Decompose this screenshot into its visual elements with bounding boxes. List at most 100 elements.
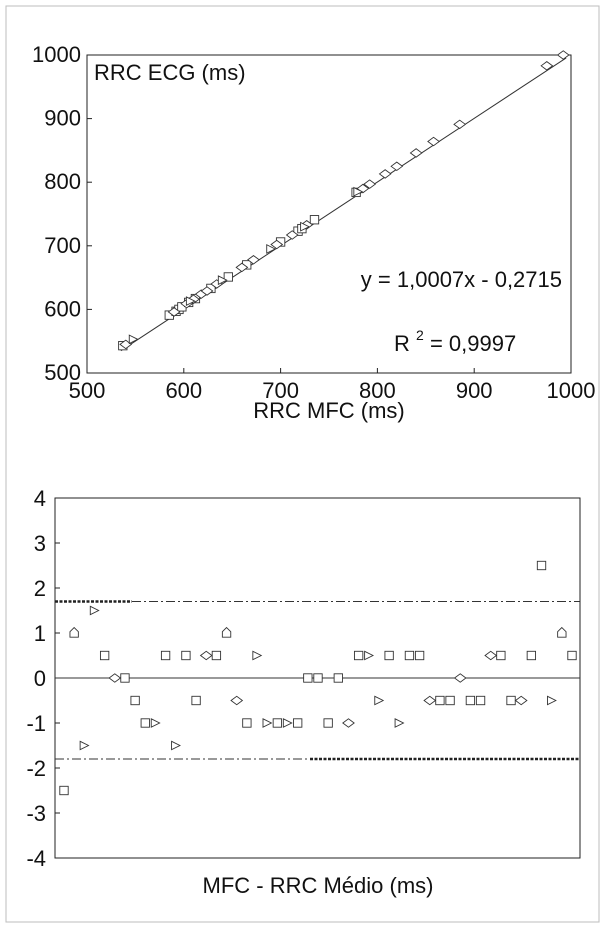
- bland-altman-point: [130, 695, 140, 706]
- correlation-point: [300, 221, 311, 232]
- bland-altman-point: [59, 785, 69, 796]
- correlation-point: [128, 334, 139, 345]
- y-tick-label: 900: [44, 106, 81, 131]
- bland-altman-point: [150, 718, 161, 728]
- correlation-y-axis-label: RRC ECG (ms): [94, 60, 246, 85]
- bland-altman-point: [333, 673, 343, 683]
- correlation-point: [247, 255, 260, 265]
- bland-altman-point: [230, 695, 244, 706]
- bland-altman-point: [191, 695, 201, 706]
- bland-altman-point: [323, 718, 333, 728]
- x-tick-label: 500: [69, 378, 106, 403]
- bland-altman-point: [221, 626, 232, 638]
- r-squared-value: = 0,9997: [430, 331, 516, 356]
- correlation-point: [167, 307, 181, 317]
- bland-altman-point: [69, 626, 79, 638]
- correlation-point: [223, 272, 233, 282]
- bland-altman-point: [252, 650, 263, 661]
- bland-altman-point: [293, 718, 303, 728]
- bland-altman-point: [394, 718, 405, 728]
- correlation-point: [540, 61, 554, 71]
- bland-altman-point: [140, 718, 150, 728]
- y-tick-label: 700: [44, 233, 81, 258]
- correlation-point: [363, 179, 377, 189]
- bland-altman-point: [506, 695, 516, 706]
- y-tick-label: 3: [34, 531, 46, 556]
- bland-altman-point: [484, 650, 498, 661]
- correlation-point: [185, 296, 196, 307]
- y-tick-label: 1000: [32, 42, 81, 67]
- bland-altman-point: [303, 673, 313, 683]
- bland-altman-points: [59, 560, 577, 796]
- y-tick-label: -3: [26, 801, 46, 826]
- correlation-x-axis-label: RRC MFC (ms): [253, 398, 405, 423]
- correlation-point: [119, 339, 133, 350]
- y-tick-label: 0: [34, 666, 46, 691]
- bland-altman-point: [199, 650, 213, 661]
- correlation-point: [427, 136, 440, 147]
- correlation-point: [409, 148, 423, 158]
- bland-altman-point: [414, 650, 425, 661]
- y-tick-label: -1: [26, 711, 46, 736]
- correlation-point: [200, 286, 214, 296]
- bland-altman-point: [445, 695, 455, 706]
- bland-altman-point: [353, 650, 364, 661]
- bland-altman-point: [453, 673, 467, 683]
- bland-altman-point: [496, 650, 506, 661]
- bland-altman-point: [89, 605, 100, 616]
- bland-altman-point: [242, 718, 252, 728]
- correlation-point: [453, 119, 467, 130]
- bland-altman-point: [526, 650, 537, 661]
- correlation-plot-frame: [86, 54, 572, 374]
- regression-equation: y = 1,0007x - 0,2715: [361, 267, 562, 292]
- bland-altman-point: [465, 695, 476, 706]
- correlation-point: [556, 50, 570, 60]
- bland-altman-point: [514, 695, 528, 706]
- r-squared-annotation: R 2 = 0,9997: [394, 320, 516, 356]
- correlation-point: [353, 186, 364, 197]
- correlation-point: [217, 275, 228, 286]
- bland-altman-point: [120, 673, 130, 683]
- correlation-point: [270, 239, 284, 250]
- bland-altman-point: [108, 673, 122, 683]
- bland-altman-point: [313, 673, 323, 683]
- bland-altman-point: [262, 718, 273, 728]
- bland-altman-point: [364, 650, 375, 661]
- y-tick-label: 1: [34, 621, 46, 646]
- x-tick-label: 600: [165, 378, 202, 403]
- y-tick-label: -4: [26, 846, 46, 871]
- bland-altman-point: [475, 695, 486, 706]
- bland-altman-x-axis-label: MFC - RRC Médio (ms): [203, 873, 434, 898]
- y-tick-label: 4: [34, 486, 46, 511]
- bland-altman-point: [342, 718, 355, 728]
- y-tick-label: 600: [44, 296, 81, 321]
- bland-altman-point: [282, 718, 293, 728]
- bland-altman-point: [181, 650, 191, 661]
- bland-altman-point: [557, 626, 567, 638]
- x-tick-label: 700: [262, 378, 299, 403]
- x-tick-label: 800: [359, 378, 396, 403]
- figure-border: [5, 5, 600, 923]
- bland-altman-point: [384, 650, 394, 661]
- y-tick-label: 800: [44, 169, 81, 194]
- bland-altman-point: [567, 650, 577, 661]
- x-tick-label: 900: [456, 378, 493, 403]
- bland-altman-point: [272, 718, 283, 728]
- correlation-point: [285, 230, 299, 240]
- bland-altman-point: [536, 560, 547, 571]
- y-tick-label: -2: [26, 756, 46, 781]
- x-tick-label: 1000: [547, 378, 596, 403]
- bland-altman-point: [423, 695, 437, 706]
- bland-altman-point: [404, 650, 415, 661]
- correlation-point: [390, 161, 404, 172]
- r-squared-letter: R: [394, 331, 410, 356]
- bland-altman-point: [171, 740, 181, 751]
- correlation-point: [378, 169, 392, 179]
- bland-altman-point: [99, 650, 110, 661]
- correlation-x-axis: 500 600 700 800 900 1000: [69, 368, 596, 403]
- bland-altman-point: [211, 650, 222, 661]
- bland-altman-point: [374, 695, 385, 706]
- correlation-point: [266, 244, 277, 254]
- y-tick-label: 2: [34, 576, 46, 601]
- correlation-points: [118, 50, 570, 351]
